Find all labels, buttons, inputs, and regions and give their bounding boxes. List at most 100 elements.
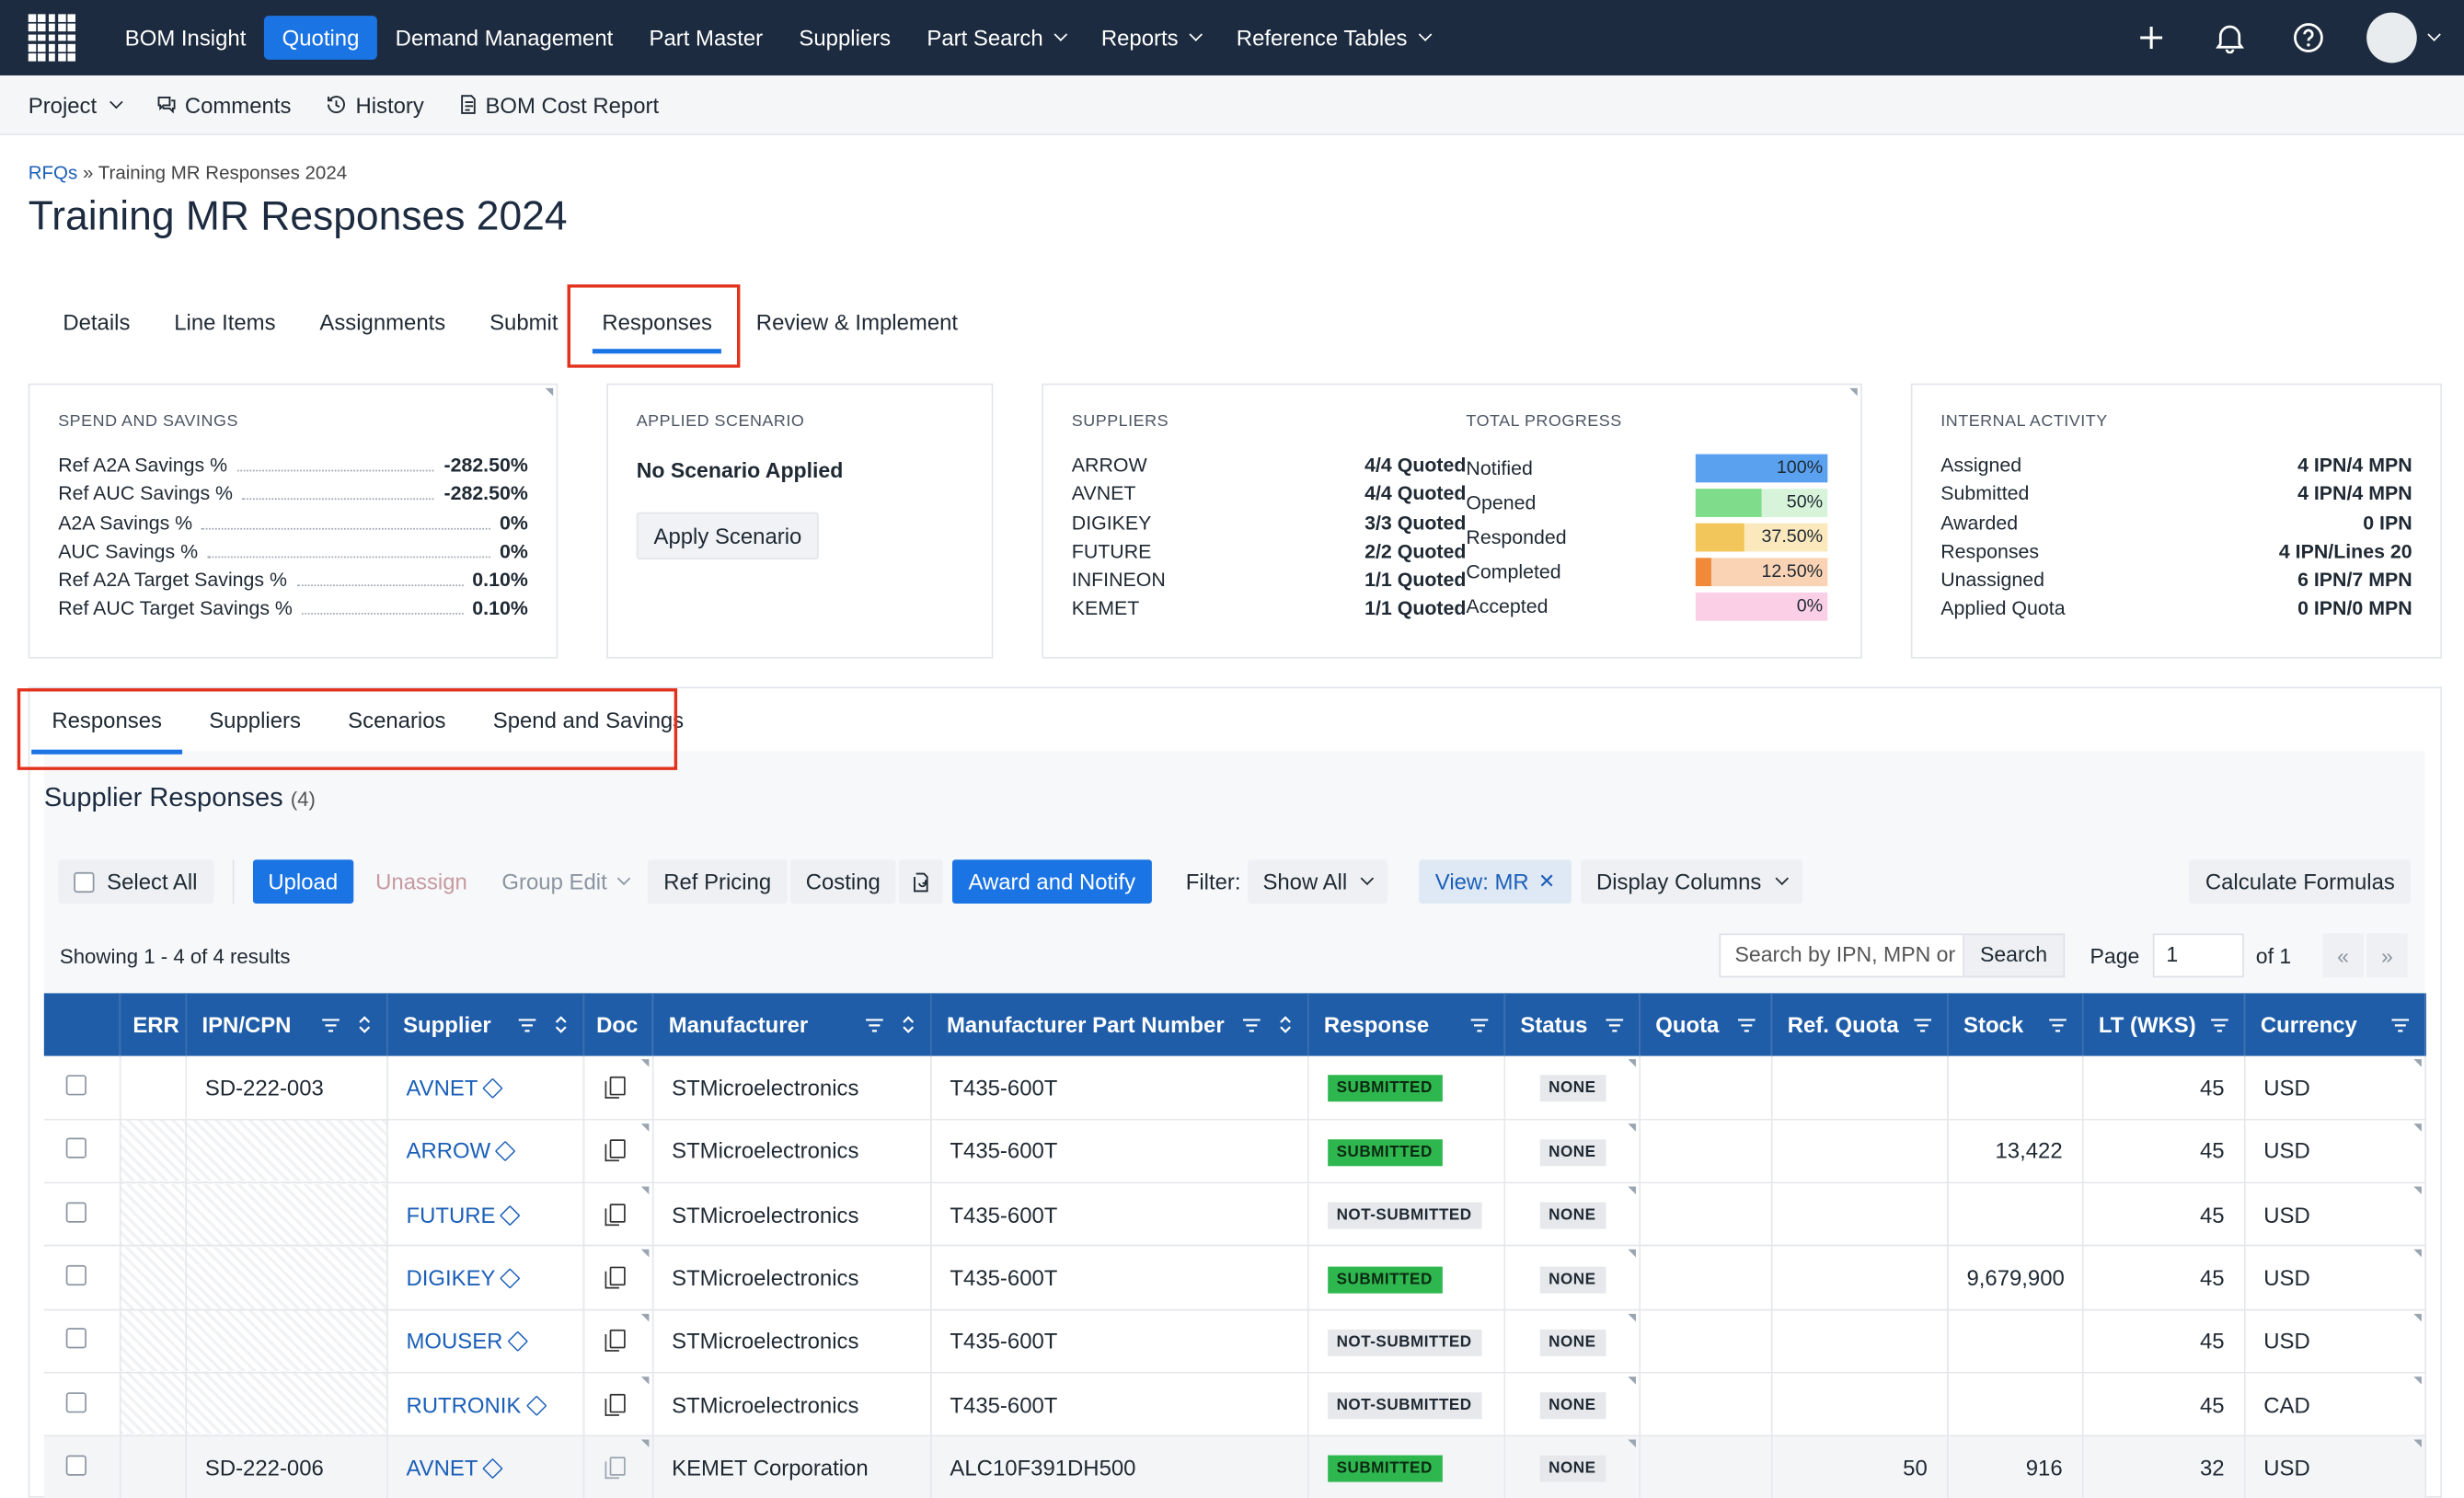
currency-cell[interactable]: USD: [2243, 1119, 2426, 1184]
sort-icon[interactable]: [554, 1015, 567, 1033]
ref-pricing-button[interactable]: Ref Pricing: [648, 859, 788, 905]
unassign-button[interactable]: Unassign: [375, 869, 467, 894]
column-header-currency[interactable]: Currency: [2243, 993, 2426, 1056]
supplier-link[interactable]: RUTRONIK: [406, 1391, 522, 1417]
currency-cell[interactable]: CAD: [2243, 1372, 2426, 1437]
table-row[interactable]: SD-222-003 AVNET STMicroelectronics T435-60…: [43, 1055, 2426, 1121]
supplier-cube-icon[interactable]: [500, 1204, 521, 1226]
sort-icon[interactable]: [901, 1015, 914, 1033]
column-header-doc[interactable]: Doc: [582, 993, 653, 1056]
doc-cell[interactable]: [582, 1435, 653, 1498]
filter-icon[interactable]: [1469, 1018, 1488, 1031]
doc-cell[interactable]: [582, 1119, 653, 1184]
bom-cost-report-button[interactable]: BOM Cost Report: [458, 92, 659, 117]
currency-cell[interactable]: USD: [2243, 1246, 2426, 1310]
table-row[interactable]: RUTRONIK STMicroelectronics T435-600T NOT-S…: [43, 1372, 2426, 1437]
display-columns-dropdown[interactable]: Display Columns: [1580, 859, 1802, 905]
supplier-link[interactable]: FUTURE: [406, 1202, 496, 1227]
currency-cell[interactable]: USD: [2243, 1182, 2426, 1248]
row-checkbox[interactable]: [65, 1202, 86, 1223]
currency-cell[interactable]: USD: [2243, 1309, 2426, 1374]
supplier-link[interactable]: ARROW: [406, 1138, 491, 1164]
nav-item-reports[interactable]: Reports: [1083, 16, 1218, 60]
column-header-ref-quota[interactable]: Ref. Quota: [1770, 993, 1948, 1056]
nav-item-reference-tables[interactable]: Reference Tables: [1218, 16, 1447, 60]
filter-icon[interactable]: [517, 1018, 535, 1031]
quota-cell[interactable]: [1639, 1372, 1772, 1437]
tab-responses[interactable]: Responses: [580, 295, 733, 354]
calculate-formulas-button[interactable]: Calculate Formulas: [2189, 859, 2411, 905]
table-row[interactable]: SD-222-006 AVNET KEMET Corporation ALC10F39…: [43, 1435, 2426, 1498]
supplier-link[interactable]: MOUSER: [406, 1328, 503, 1354]
help-icon[interactable]: [2288, 17, 2329, 58]
supplier-cell[interactable]: DIGIKEY: [386, 1246, 584, 1310]
supplier-link[interactable]: AVNET: [406, 1455, 478, 1481]
quota-cell[interactable]: [1639, 1055, 1772, 1121]
copy-document-icon[interactable]: [604, 1266, 625, 1289]
tab-review-implement[interactable]: Review & Implement: [755, 309, 959, 335]
costing-button[interactable]: Costing: [789, 859, 896, 905]
column-header-manufacturer-part-number[interactable]: Manufacturer Part Number: [930, 993, 1308, 1056]
breadcrumb-rfqs-link[interactable]: RFQs: [28, 161, 78, 184]
column-header-stock[interactable]: Stock: [1947, 993, 2083, 1056]
row-checkbox[interactable]: [65, 1138, 86, 1159]
quota-cell[interactable]: [1639, 1435, 1772, 1498]
filter-icon[interactable]: [1605, 1018, 1623, 1031]
copy-document-icon[interactable]: [604, 1330, 625, 1353]
table-row[interactable]: ARROW STMicroelectronics T435-600T SUBMITTE…: [43, 1119, 2426, 1184]
row-checkbox[interactable]: [65, 1075, 86, 1096]
apply-scenario-button[interactable]: Apply Scenario: [636, 512, 820, 560]
select-all-checkbox[interactable]: [74, 871, 95, 893]
currency-cell[interactable]: USD: [2243, 1055, 2426, 1121]
search-button[interactable]: Search: [1963, 933, 2065, 978]
nav-item-suppliers[interactable]: Suppliers: [781, 16, 909, 60]
project-menu[interactable]: Project: [29, 92, 122, 117]
prev-page-button[interactable]: «: [2322, 933, 2364, 978]
quota-cell[interactable]: [1639, 1119, 1772, 1184]
supplier-cell[interactable]: MOUSER: [386, 1309, 584, 1374]
column-header-response[interactable]: Response: [1307, 993, 1505, 1056]
nav-item-part-master[interactable]: Part Master: [631, 16, 781, 60]
supplier-cell[interactable]: FUTURE: [386, 1182, 584, 1248]
row-checkbox[interactable]: [65, 1264, 86, 1286]
filter-icon[interactable]: [2210, 1018, 2228, 1031]
select-all-toggle[interactable]: Select All: [58, 859, 213, 905]
filter-dropdown[interactable]: Show All: [1247, 859, 1388, 905]
tab-line-items[interactable]: Line Items: [174, 309, 276, 335]
nav-item-quoting[interactable]: Quoting: [263, 16, 378, 60]
tab-details[interactable]: Details: [63, 309, 131, 335]
refresh-costing-button[interactable]: [899, 859, 944, 905]
status-cell[interactable]: NONE: [1503, 1435, 1641, 1498]
supplier-cube-icon[interactable]: [500, 1268, 522, 1289]
supplier-cube-icon[interactable]: [507, 1331, 528, 1353]
supplier-cube-icon[interactable]: [525, 1394, 547, 1416]
currency-cell[interactable]: USD: [2243, 1435, 2426, 1498]
award-notify-button[interactable]: Award and Notify: [952, 859, 1152, 905]
row-checkbox[interactable]: [65, 1328, 86, 1349]
column-header-quota[interactable]: Quota: [1639, 993, 1772, 1056]
column-header-err[interactable]: ERR: [119, 993, 187, 1056]
supplier-cube-icon[interactable]: [495, 1141, 516, 1163]
subtab-responses[interactable]: Responses: [29, 691, 186, 755]
plus-icon[interactable]: [2131, 17, 2171, 58]
status-cell[interactable]: NONE: [1503, 1372, 1641, 1437]
copy-document-icon[interactable]: [604, 1076, 625, 1099]
supplier-cell[interactable]: RUTRONIK: [386, 1372, 584, 1437]
tab-assignments[interactable]: Assignments: [319, 309, 446, 335]
status-cell[interactable]: NONE: [1503, 1119, 1641, 1184]
doc-cell[interactable]: [582, 1055, 653, 1121]
group-edit-dropdown[interactable]: Group Edit: [486, 859, 644, 904]
status-cell[interactable]: NONE: [1503, 1246, 1641, 1310]
column-header-supplier[interactable]: Supplier: [386, 993, 584, 1056]
filter-icon[interactable]: [1242, 1018, 1260, 1031]
quota-cell[interactable]: [1639, 1246, 1772, 1310]
upload-button[interactable]: Upload: [252, 859, 354, 905]
nav-item-demand-management[interactable]: Demand Management: [377, 16, 631, 60]
bell-icon[interactable]: [2209, 17, 2250, 58]
next-page-button[interactable]: »: [2366, 933, 2408, 978]
table-row[interactable]: DIGIKEY STMicroelectronics T435-600T SUBMIT…: [43, 1246, 2426, 1310]
table-row[interactable]: MOUSER STMicroelectronics T435-600T NOT-SUB…: [43, 1309, 2426, 1374]
supplier-cell[interactable]: ARROW: [386, 1119, 584, 1184]
status-cell[interactable]: NONE: [1503, 1182, 1641, 1248]
supplier-cube-icon[interactable]: [482, 1458, 503, 1480]
